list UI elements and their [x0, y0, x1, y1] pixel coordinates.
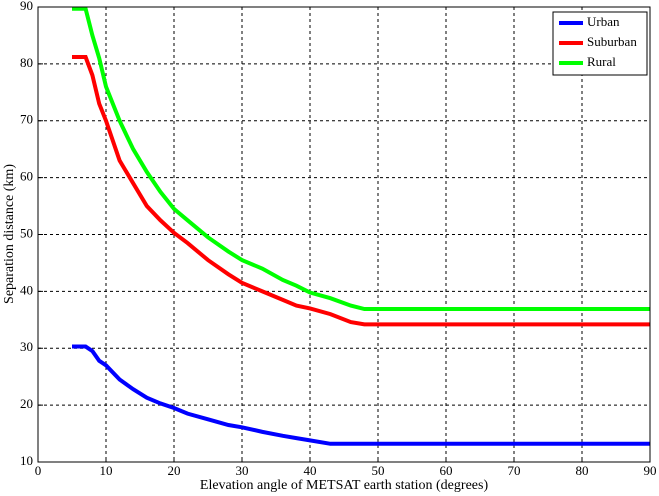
x-tick-label: 0	[35, 463, 42, 478]
y-tick-label: 80	[20, 55, 33, 70]
x-tick-label: 50	[372, 463, 385, 478]
data-line	[72, 55, 650, 327]
x-tick-label: 60	[440, 463, 453, 478]
y-tick-label: 50	[20, 225, 33, 240]
plot-frame	[37, 6, 651, 463]
y-axis-label: Separation distance (km)	[2, 164, 17, 304]
y-tick-label: 60	[20, 169, 33, 184]
x-tick-label: 40	[304, 463, 317, 478]
x-axis-label: Elevation angle of METSAT earth station …	[200, 478, 489, 493]
legend-label: Suburban	[587, 34, 637, 49]
data-line	[72, 344, 650, 446]
x-tick-label: 20	[168, 463, 181, 478]
y-tick-label: 20	[20, 396, 33, 411]
legend-label: Rural	[587, 54, 616, 69]
x-tick-label: 30	[236, 463, 249, 478]
x-tick-label: 70	[508, 463, 521, 478]
y-tick-label: 30	[20, 339, 33, 354]
legend-label: Urban	[587, 14, 620, 29]
y-tick-label: 40	[20, 282, 33, 297]
y-tick-label: 70	[20, 112, 33, 127]
x-tick-label: 90	[644, 463, 657, 478]
x-tick-label: 80	[576, 463, 589, 478]
y-tick-label: 90	[20, 0, 33, 13]
y-tick-label: 10	[20, 453, 33, 468]
x-tick-label: 10	[100, 463, 113, 478]
data-line	[72, 6, 650, 312]
